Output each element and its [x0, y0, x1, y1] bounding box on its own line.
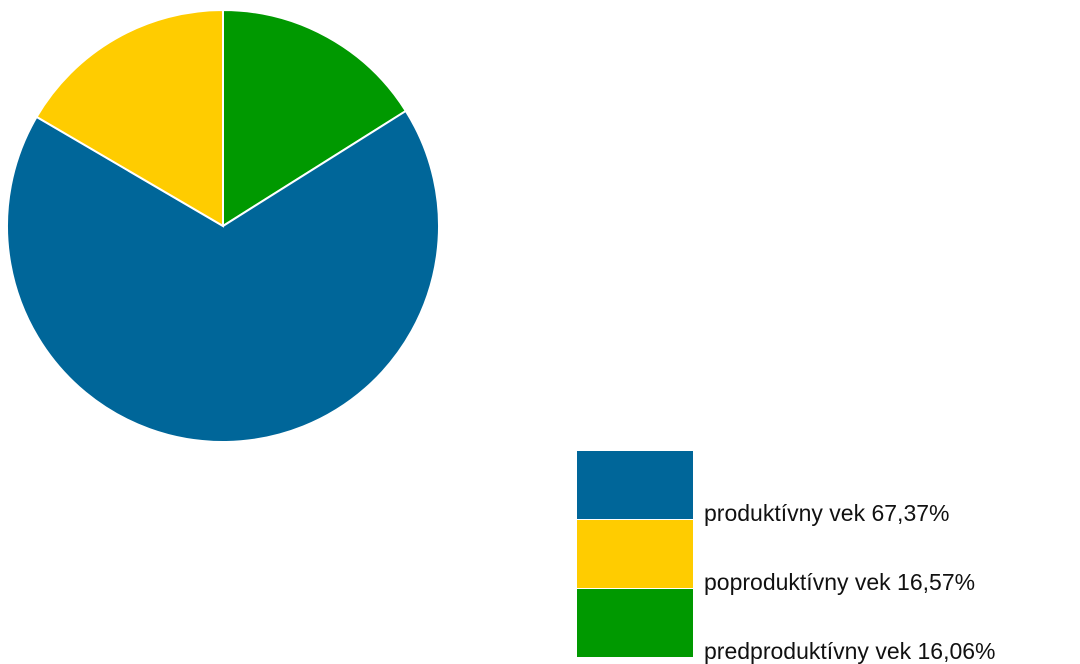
legend-item-predproduktivny: predproduktívny vek 16,06%: [577, 589, 1077, 663]
pie-slices: [6, 8, 441, 443]
legend-item-poproduktivny: poproduktívny vek 16,57%: [577, 520, 1077, 594]
pie-slice-produktivny: [6, 109, 441, 443]
pie-slice-predproduktivny: [222, 8, 408, 228]
pie-slice-poproduktivny: [35, 8, 224, 228]
legend-swatch-poproduktivny: [577, 520, 693, 588]
legend-label-predproduktivny: predproduktívny vek 16,06%: [704, 638, 996, 664]
legend-item-produktivny: produktívny vek 67,37%: [577, 451, 1077, 525]
legend-label-poproduktivny: poproduktívny vek 16,57%: [704, 569, 976, 595]
legend-swatch-predproduktivny: [577, 589, 693, 657]
chart-legend: produktívny vek 67,37% poproduktívny vek…: [577, 451, 1077, 663]
legend-label-produktivny: produktívny vek 67,37%: [704, 500, 950, 526]
legend-swatch-produktivny: [577, 451, 693, 519]
